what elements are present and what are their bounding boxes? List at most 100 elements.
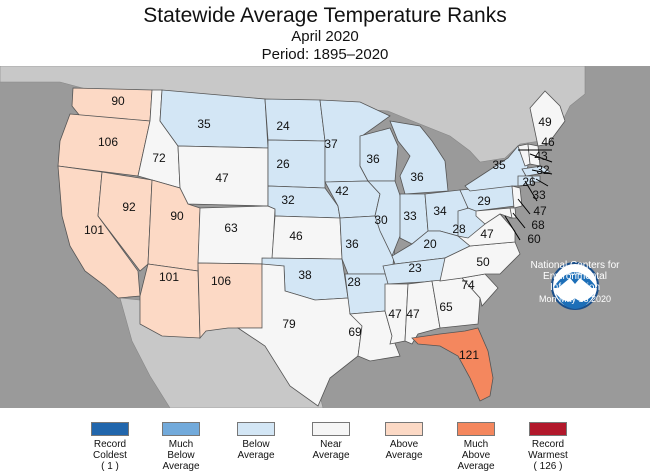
rank-label-nm: 106 <box>211 274 231 288</box>
legend-near: Near Average <box>293 422 369 461</box>
legend-swatch <box>385 422 423 436</box>
rank-label-ks: 46 <box>289 229 303 243</box>
state-mi <box>389 120 449 195</box>
rank-label-co: 63 <box>224 221 238 235</box>
leader-line-nj <box>517 198 531 215</box>
rank-label-wa: 90 <box>111 94 125 108</box>
leader-line-ma <box>531 169 553 175</box>
rank-label-ia: 42 <box>335 184 349 198</box>
legend-much-below: Much Below Average <box>143 422 219 472</box>
rank-label-vt: 46 <box>541 135 555 149</box>
state-nj <box>511 185 523 209</box>
rank-label-ok: 38 <box>298 268 312 282</box>
noaa-logo: NOAA <box>551 262 599 310</box>
leader-line-nh <box>529 153 553 163</box>
rank-label-ar: 28 <box>347 275 361 289</box>
map-period: Period: 1895–2020 <box>261 46 389 63</box>
rank-label-mo: 36 <box>345 237 359 251</box>
rank-label-oh: 34 <box>433 204 447 218</box>
rank-label-ms: 47 <box>388 307 402 321</box>
rank-label-ky: 20 <box>423 237 437 251</box>
leader-line-ri <box>535 178 549 187</box>
rank-label-wy: 47 <box>215 171 229 185</box>
rank-label-tn: 23 <box>408 261 422 275</box>
rank-label-sc: 74 <box>461 278 475 292</box>
noaa-org-line3: Information <box>549 282 601 293</box>
rank-label-ny: 35 <box>492 158 506 172</box>
rank-label-ga: 65 <box>439 300 453 314</box>
rank-label-mi: 36 <box>410 170 424 184</box>
legend-swatch <box>237 422 275 436</box>
legend-much-above: Much Above Average <box>438 422 514 472</box>
state-ks <box>271 215 343 260</box>
leader-line-de <box>512 212 526 229</box>
state-ny <box>464 145 529 192</box>
rank-label-nv: 92 <box>122 200 136 214</box>
noaa-org-line1: National Centers for <box>530 260 620 271</box>
leader-line-md <box>504 215 521 241</box>
legend-swatch <box>91 422 129 436</box>
legend-record-coldest: Record Coldest ( 1 ) <box>72 422 148 472</box>
rank-label-tx: 79 <box>282 317 296 331</box>
rank-label-la: 69 <box>348 325 362 339</box>
rank-label-wv: 28 <box>452 222 466 236</box>
state-wy <box>177 145 269 207</box>
rank-label-in: 33 <box>403 209 417 223</box>
state-rank-labels: 9010610192723547901016310624263246387937… <box>84 94 555 362</box>
rank-label-ne: 32 <box>281 193 295 207</box>
rank-legend: Record Coldest ( 1 ) Much Below Average … <box>0 410 650 475</box>
noaa-logo-text: NOAA <box>565 270 585 277</box>
rank-label-ma: 32 <box>536 163 550 177</box>
rank-label-pa: 29 <box>477 194 491 208</box>
map-title: Statewide Average Temperature Ranks <box>143 4 507 27</box>
map-header: Statewide Average Temperature Ranks Apri… <box>0 0 650 66</box>
rank-label-wi: 36 <box>366 152 380 166</box>
leader-line-ct <box>524 180 538 202</box>
rank-label-nd: 24 <box>276 119 290 133</box>
rank-label-mn: 37 <box>324 137 338 151</box>
map-date: Mon May 18 2020 <box>538 294 612 304</box>
us-temperature-rank-map: 90 106 101 92 72 35 47 90 101 63 106 24 26 32 46 38 79 37… <box>0 66 650 408</box>
map-canvas: 9010610192723547901016310624263246387937… <box>0 66 599 408</box>
legend-above: Above Average <box>366 422 442 461</box>
rank-label-il: 30 <box>374 213 388 227</box>
state-nv <box>97 171 153 272</box>
legend-swatch <box>529 422 567 436</box>
rank-label-md: 60 <box>527 232 541 246</box>
rank-label-or: 106 <box>98 135 118 149</box>
rank-label-nh: 43 <box>534 149 548 163</box>
state-fl <box>411 327 494 402</box>
rank-label-va: 47 <box>480 227 494 241</box>
rank-label-me: 49 <box>538 115 552 129</box>
rank-label-ut: 90 <box>170 209 184 223</box>
legend-swatch <box>162 422 200 436</box>
rank-label-nc: 50 <box>476 255 490 269</box>
northeast-leader-lines <box>504 149 553 241</box>
rank-label-sd: 26 <box>276 157 290 171</box>
noaa-credit: National Centers for Environmental Infor… <box>510 260 640 305</box>
legend-swatch <box>312 422 350 436</box>
rank-label-az: 101 <box>159 270 179 284</box>
rank-label-ri: 26 <box>522 175 536 189</box>
rank-label-nj: 47 <box>533 204 547 218</box>
rank-label-ca: 101 <box>84 223 104 237</box>
state-tx <box>236 263 363 407</box>
rank-label-mt: 35 <box>197 117 211 131</box>
rank-label-fl: 121 <box>459 348 479 362</box>
map-month: April 2020 <box>291 28 359 45</box>
legend-swatch <box>457 422 495 436</box>
state-or <box>57 113 151 177</box>
state-ne <box>267 185 341 219</box>
state-md <box>475 207 513 225</box>
state-co <box>197 205 276 265</box>
state-nd <box>264 98 326 142</box>
rank-label-al: 47 <box>406 307 420 321</box>
rank-label-id: 72 <box>152 151 166 165</box>
noaa-org-line2: Environmental <box>543 271 607 282</box>
legend-below: Below Average <box>218 422 294 461</box>
rank-label-ct: 33 <box>532 188 546 202</box>
legend-record-warmest: Record Warmest ( 126 ) <box>510 422 586 472</box>
state-mt <box>159 89 269 149</box>
rank-label-de: 68 <box>531 218 545 232</box>
state-shapes <box>57 87 566 407</box>
